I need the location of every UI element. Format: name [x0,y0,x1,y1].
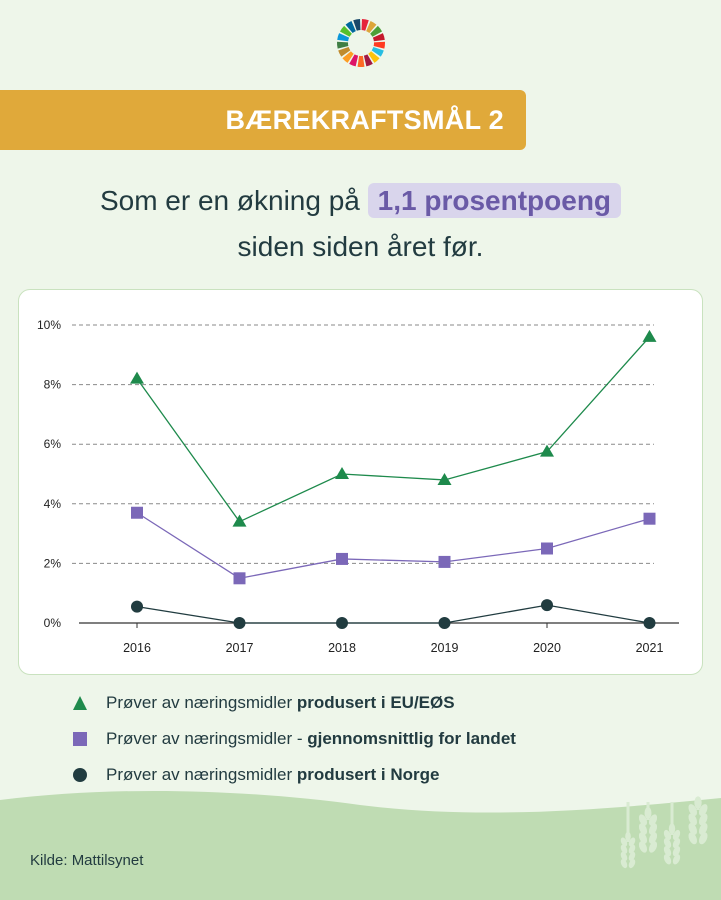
data-point-square [541,542,553,555]
data-point-triangle [437,472,452,485]
data-point-square [336,552,348,565]
data-point-triangle [540,444,554,457]
data-point-triangle [335,467,349,479]
ground-illustration [0,790,721,900]
source-text: Kilde: Mattilsynet [30,852,144,869]
sdg-wheel-segment [339,25,352,37]
sdg-wheel-segment [357,55,365,67]
sdg-wheel-segment [349,54,359,67]
data-point-square [643,512,656,525]
series-line-circle [136,604,650,624]
ground-hill [0,790,721,900]
x-tick-label: 2017 [226,641,254,655]
sdg-wheel-segment [342,51,354,63]
x-tick-label: 2021 [636,641,664,655]
line-chart: 0% 2% 4% 6% 8% 10% 2016 2017 2018 2019 2020 2021 [37,318,679,655]
sdg-wheel-segment [371,47,384,57]
legend-item: Prøver av næringsmidler - gjennomsnittli… [72,726,516,762]
sdg-wheel-segment [372,33,385,42]
data-point-triangle [642,329,657,342]
legend-label-prefix: Prøver av næringsmidler [106,765,297,784]
y-tick-label: 0% [44,616,62,630]
goal-banner: BÆREKRAFTSMÅL 2 [0,90,526,150]
legend: Prøver av næringsmidler produsert i EU/E… [72,690,516,798]
sdg-wheel-segment [345,20,356,34]
sdg-wheel-segment [370,25,383,37]
legend-square-icon [73,732,87,746]
legend-label-prefix: Prøver av næringsmidler - [106,729,308,748]
data-point-triangle [130,371,144,384]
y-tick-label: 2% [44,556,62,570]
sdg-wheel-segment [361,19,369,31]
legend-item: Prøver av næringsmidler produsert i EU/E… [72,690,516,726]
data-point-circle [233,617,246,629]
y-tick-label: 4% [44,497,62,511]
data-point-circle [541,599,553,612]
legend-triangle-icon [73,696,87,710]
data-point-circle [336,617,348,629]
wheat-icon [663,802,681,865]
wheat-icon [638,802,658,853]
y-tick-label: 8% [44,378,62,392]
wheat-icon [688,796,708,845]
series-line-triangle [136,336,650,523]
y-tick-label: 10% [37,318,61,332]
series-line-square [136,512,650,579]
headline-prefix: Som er en økning på [99,185,368,216]
headline-line2: siden siden året før. [237,231,484,262]
y-tick-label: 6% [44,437,62,451]
sdg-wheel-icon [337,19,385,67]
x-tick-label: 2016 [123,641,151,655]
chart-card: 0% 2% 4% 6% 8% 10% 2016 2017 2018 2019 2020 2021 [18,289,703,675]
data-point-square [438,555,451,568]
sdg-wheel-segment [337,41,349,49]
sdg-wheel-segment [338,47,351,57]
data-point-square [233,572,246,585]
legend-label-bold: produsert i Norge [296,765,440,784]
legend-label-bold: produsert i EU/EØS [296,693,455,712]
headline: Som er en økning på 1,1 prosentpoeng sid… [0,178,721,270]
data-point-square [131,506,143,519]
sdg-wheel-segment [373,41,385,49]
sdg-wheel-segment [363,54,373,67]
data-point-circle [438,617,451,629]
sdg-wheel-segment [366,20,377,34]
headline-highlight: 1,1 prosentpoeng [367,183,622,218]
headline-line1: Som er en økning på 1,1 prosentpoeng [0,178,721,224]
x-tick-label: 2020 [533,641,561,655]
sdg-wheel-segment [353,19,361,31]
data-point-triangle [232,514,247,527]
legend-label-bold: gjennomsnittlig for landet [307,729,516,748]
x-tick-label: 2018 [328,641,356,655]
data-point-circle [643,617,656,629]
wheat-icon [620,802,636,869]
sdg-wheel-segment [337,33,350,42]
data-point-circle [131,600,143,613]
x-tick-label: 2019 [431,641,459,655]
banner-title: BÆREKRAFTSMÅL 2 [225,105,504,135]
legend-item: Prøver av næringsmidler produsert i Norg… [72,762,516,798]
sdg-wheel-segment [368,51,380,63]
legend-circle-icon [73,768,87,782]
legend-label-prefix: Prøver av næringsmidler [106,693,297,712]
